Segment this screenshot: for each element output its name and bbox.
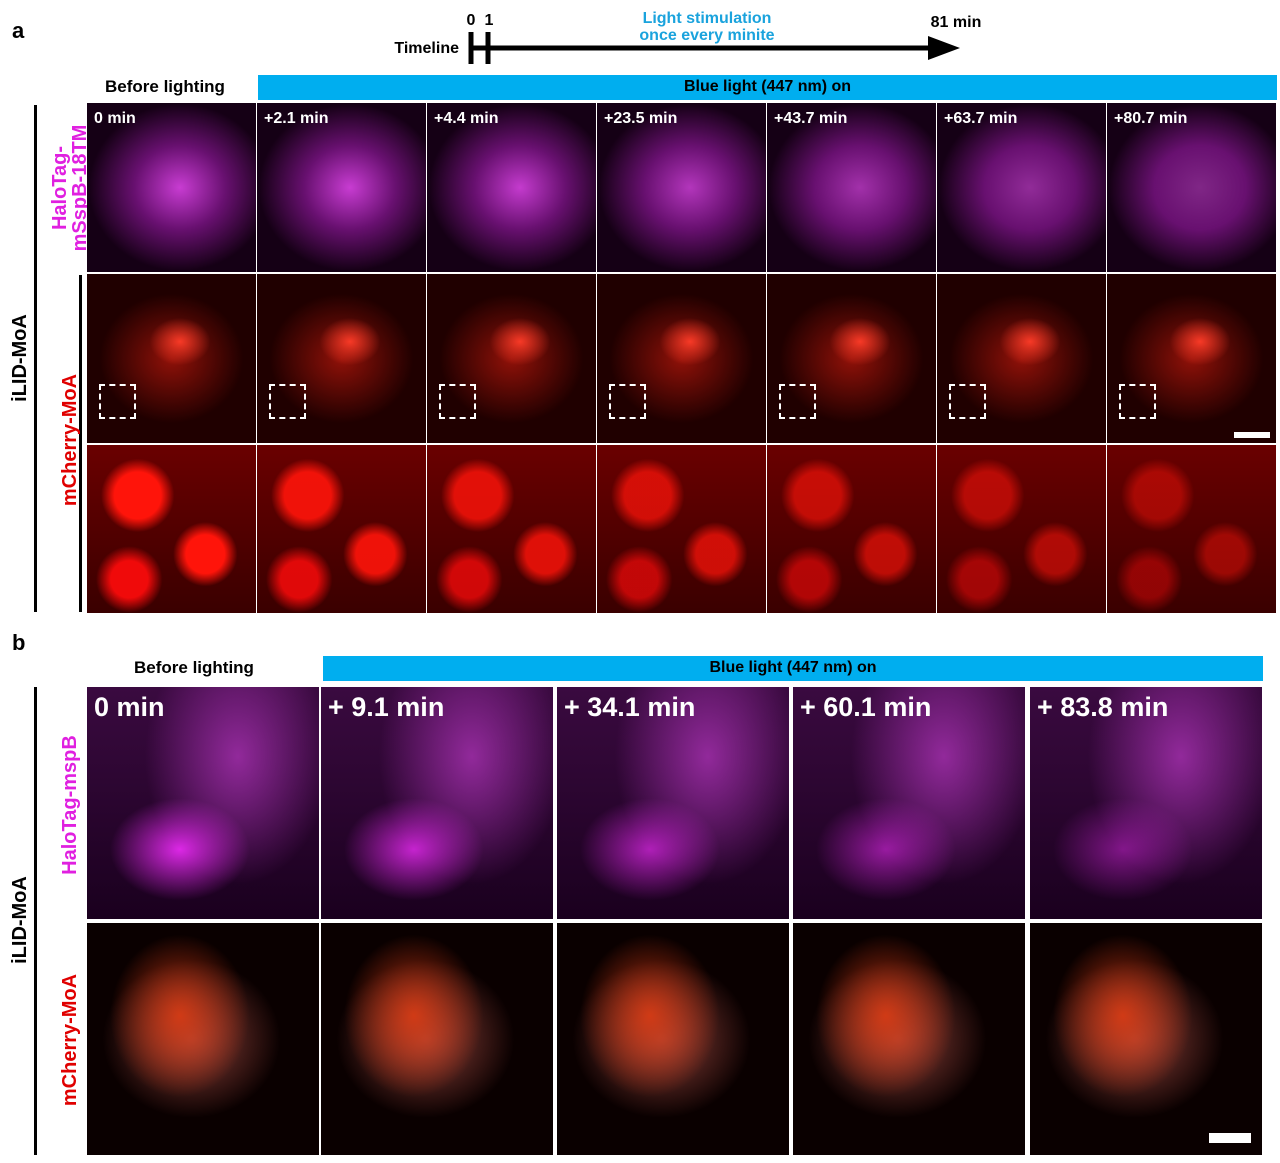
time-label: +4.4 min xyxy=(434,110,499,127)
image-tile xyxy=(1030,687,1262,919)
image-tile xyxy=(87,274,256,443)
image-tile xyxy=(557,923,789,1155)
roi-box xyxy=(1119,384,1156,419)
time-label: + 83.8 min xyxy=(1037,692,1169,722)
image-tile xyxy=(767,274,936,443)
timeline-note: once every minite xyxy=(639,27,774,44)
panel-label: b xyxy=(12,630,26,655)
time-label: +2.1 min xyxy=(264,110,329,127)
time-label: 0 min xyxy=(94,110,136,127)
construct-label: iLID-MoA xyxy=(9,314,31,402)
image-tile xyxy=(427,445,596,613)
bracket xyxy=(34,687,37,1155)
roi-box xyxy=(779,384,816,419)
image-tile xyxy=(597,103,766,272)
image-tile xyxy=(321,923,553,1155)
time-label: + 60.1 min xyxy=(800,692,932,722)
timeline-note: Light stimulation xyxy=(643,10,772,27)
panel-label: a xyxy=(12,18,25,43)
image-tile xyxy=(87,103,256,272)
construct-label: iLID-MoA xyxy=(9,876,31,964)
timeline-first: 1 xyxy=(485,12,494,29)
roi-box xyxy=(949,384,986,419)
image-tile xyxy=(937,445,1106,613)
header-label: Before lighting xyxy=(105,77,225,96)
image-tile xyxy=(1030,923,1262,1155)
image-tile xyxy=(557,687,789,919)
image-tile xyxy=(1107,274,1276,443)
row-label: HaloTag-mspB xyxy=(59,735,81,875)
image-tile xyxy=(321,687,553,919)
image-tile xyxy=(427,103,596,272)
roi-box xyxy=(99,384,136,419)
light-label: Blue light (447 nm) on xyxy=(683,78,852,95)
time-label: 0 min xyxy=(94,692,165,722)
row-label: mCherry-MoA xyxy=(59,373,81,507)
time-label: +63.7 min xyxy=(944,110,1018,127)
roi-box xyxy=(609,384,646,419)
time-label: + 34.1 min xyxy=(564,692,696,722)
image-tile xyxy=(87,923,319,1155)
image-tile xyxy=(767,445,936,613)
time-label: +43.7 min xyxy=(774,110,848,127)
image-tile xyxy=(1107,103,1276,272)
arrow-head xyxy=(928,36,960,60)
time-label: + 9.1 min xyxy=(328,692,445,722)
light-bar xyxy=(258,75,1277,100)
light-label: Blue light (447 nm) on xyxy=(709,659,877,676)
image-tile xyxy=(87,687,319,919)
timeline-label: Timeline xyxy=(394,40,459,57)
row-label-line: HaloTag- xyxy=(49,145,71,231)
image-tile xyxy=(87,445,256,613)
roi-box xyxy=(439,384,476,419)
header-label: Before lighting xyxy=(134,658,254,677)
row-label: HaloTag-mSspB-18TM xyxy=(49,88,91,288)
row-label: mCherry-MoA xyxy=(59,973,81,1107)
image-tile xyxy=(257,274,426,443)
image-tile xyxy=(793,687,1025,919)
image-tile xyxy=(793,923,1025,1155)
time-label: +23.5 min xyxy=(604,110,678,127)
time-label: +80.7 min xyxy=(1114,110,1188,127)
bracket xyxy=(79,275,82,612)
roi-box xyxy=(269,384,306,419)
light-bar xyxy=(323,656,1263,681)
scale-bar xyxy=(1209,1133,1251,1143)
image-tile xyxy=(257,103,426,272)
image-tile xyxy=(257,445,426,613)
image-tile xyxy=(597,445,766,613)
image-tile xyxy=(937,103,1106,272)
timeline-end: 81 min xyxy=(931,14,982,31)
image-tile xyxy=(767,103,936,272)
image-tile xyxy=(597,274,766,443)
bracket xyxy=(34,105,37,612)
timeline-start: 0 xyxy=(467,12,476,29)
image-tile xyxy=(427,274,596,443)
scale-bar xyxy=(1234,432,1270,438)
image-tile xyxy=(1107,445,1276,613)
timeline: a Timeline 0 1 81 min Light stimulation … xyxy=(12,10,982,64)
image-tile xyxy=(937,274,1106,443)
